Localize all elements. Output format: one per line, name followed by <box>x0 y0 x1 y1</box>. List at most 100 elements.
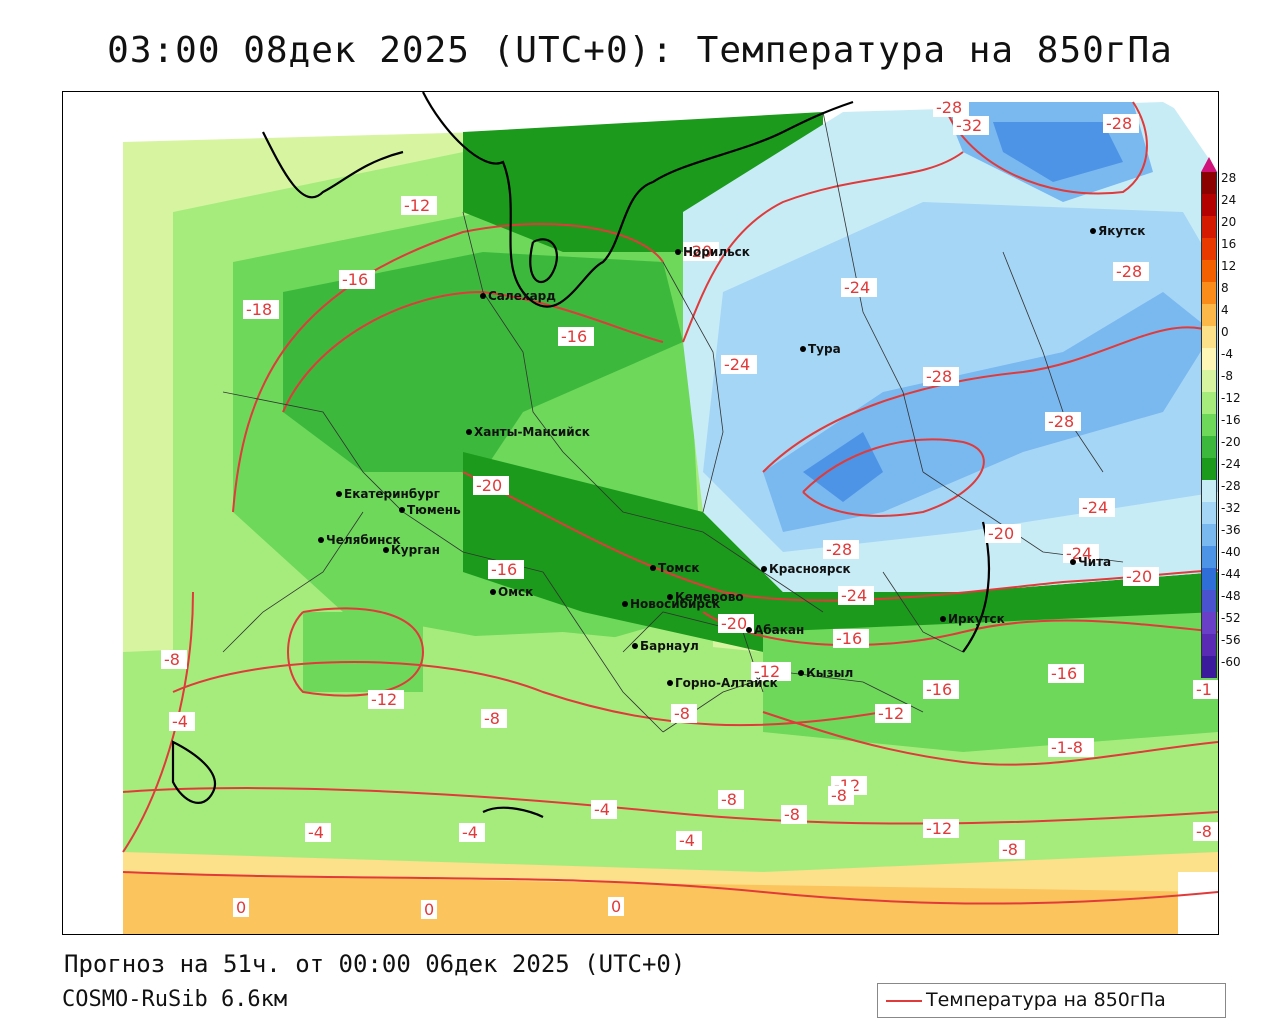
map-area[interactable]: -28 -32 -28 -12 -20 -16 -24 -28 -16 -18 -24 -28 -28-… <box>62 91 1219 935</box>
color-scale-cell <box>1201 414 1217 436</box>
isotherm-label-background <box>233 898 249 917</box>
color-scale-cell <box>1201 238 1217 260</box>
isotherm-label-background <box>953 116 989 135</box>
isotherm-label-background <box>683 242 719 261</box>
isotherm-label: -28 <box>1103 114 1139 133</box>
isotherm-label-background <box>676 831 702 850</box>
isotherm-label-background <box>401 196 437 215</box>
isotherm-label-text: -12 <box>754 662 780 681</box>
color-scale-tick-label: -52 <box>1221 611 1241 625</box>
color-scale-cell <box>1201 590 1217 612</box>
city-marker[interactable]: Томск <box>650 561 700 575</box>
city-marker[interactable]: Екатеринбург <box>336 487 440 501</box>
city-dot <box>466 429 472 435</box>
isotherm-label-text: -16 <box>926 680 952 699</box>
city-marker[interactable]: Омск <box>490 585 533 599</box>
isotherm-label-text: -4 <box>462 823 478 842</box>
city-marker[interactable]: Челябинск <box>318 533 401 547</box>
isotherm-label-background <box>421 900 437 919</box>
isotherm-label-text: -28 <box>1048 412 1074 431</box>
isotherm-label: -18 <box>243 300 279 319</box>
isotherm-label-text: -28 <box>926 367 952 386</box>
isotherm-label-text: -1-8 <box>1051 738 1083 757</box>
isotherm-label-text: -18 <box>246 300 272 319</box>
isotherm-label: -4 <box>459 823 485 842</box>
isotherm-label: -12 <box>923 819 959 838</box>
isotherm-label-text: -12 <box>404 196 430 215</box>
city-dot <box>1090 228 1096 234</box>
city-marker[interactable]: Чита <box>1070 555 1111 569</box>
map-canvas[interactable]: -28-32 -28-12-20-16 -24-28-16-18-24-28-28-… <box>63 92 1218 934</box>
city-label: Кемерово <box>675 590 744 604</box>
city-marker[interactable]: Ханты-Мансийск <box>466 425 590 439</box>
city-dot <box>675 249 681 255</box>
city-marker[interactable]: Тюмень <box>399 503 461 517</box>
color-scale-tick-label: -4 <box>1221 347 1233 361</box>
color-scale-tick-label: -20 <box>1221 435 1241 449</box>
city-marker[interactable]: Абакан <box>746 623 804 637</box>
isotherm-label: -8 <box>828 786 854 805</box>
isotherm-label-text: -24 <box>841 586 867 605</box>
city-dot <box>650 565 656 571</box>
color-scale-tick-label: -36 <box>1221 523 1241 537</box>
city-marker[interactable]: Барнаул <box>632 639 699 653</box>
isotherm-label-background <box>473 476 509 495</box>
city-marker[interactable]: Курган <box>383 543 440 557</box>
city-marker[interactable]: Норильск <box>675 245 750 259</box>
isotherm-label-text: -8 <box>1002 840 1018 859</box>
isotherm-label: -24 <box>721 355 757 374</box>
isotherm-label: -8 <box>1193 822 1218 841</box>
color-scale-tick-label: -8 <box>1221 369 1233 383</box>
isotherm-label-text: -8 <box>721 790 737 809</box>
isotherm-label-text: -8 <box>1196 822 1212 841</box>
city-label: Салехард <box>488 289 556 303</box>
city-marker[interactable]: Кызыл <box>798 666 853 680</box>
isotherm-label: -16 <box>1048 664 1084 683</box>
isotherm-label-background <box>923 819 959 838</box>
isotherm-label-group: -28-32 -28-12-20-16 -24-28-16-18-24-28-28-… <box>161 98 1218 919</box>
isotherm-label-background <box>488 560 524 579</box>
isotherm-label-background <box>368 690 404 709</box>
isotherm-label-background <box>481 709 507 728</box>
isotherm-label-background <box>243 300 279 319</box>
color-scale-tick-label: -28 <box>1221 479 1241 493</box>
isotherm-label-background <box>833 629 869 648</box>
isotherm-label-text: -20 <box>1126 567 1152 586</box>
isotherm-label-text: -24 <box>1066 544 1092 563</box>
isotherm-label-background <box>999 840 1025 859</box>
isotherm-label-text: -28 <box>1116 262 1142 281</box>
isotherm-label-background <box>608 897 624 916</box>
isotherm-label-background <box>1113 262 1149 281</box>
city-marker[interactable]: Горно-Алтайск <box>667 676 778 690</box>
color-scale-tick-label: -24 <box>1221 457 1241 471</box>
city-marker[interactable]: Салехард <box>480 289 556 303</box>
isotherm-label-text: -4 <box>172 712 188 731</box>
color-scale-tick-label: -32 <box>1221 501 1241 515</box>
city-label: Томск <box>658 561 700 575</box>
isotherm-label-background <box>459 823 485 842</box>
isotherm-label: -28 <box>1113 262 1149 281</box>
city-label: Абакан <box>754 623 804 637</box>
isotherm-label: -16 <box>833 629 869 648</box>
isotherm-label-background <box>933 98 969 117</box>
city-label: Горно-Алтайск <box>675 676 778 690</box>
isotherm-label-background <box>591 800 617 819</box>
city-marker[interactable]: Иркутск <box>940 612 1005 626</box>
color-scale-tick-label: -12 <box>1221 391 1241 405</box>
city-marker[interactable]: Якутск <box>1090 224 1145 238</box>
isotherm-label-text: -12 <box>878 704 904 723</box>
isotherm-label-text: -4 <box>594 800 610 819</box>
city-marker[interactable]: Тура <box>800 342 841 356</box>
city-marker[interactable]: Новосибирск <box>622 597 720 611</box>
city-marker[interactable]: Кемерово <box>667 590 744 604</box>
color-scale-cell <box>1201 612 1217 634</box>
isotherm-label: -20 <box>683 242 719 261</box>
color-scale-cell <box>1201 194 1217 216</box>
isotherm-label-background <box>1193 822 1218 841</box>
isotherm-label-text: 0 <box>236 898 246 917</box>
isotherm-label-text: -28 <box>1106 114 1132 133</box>
city-label: Норильск <box>683 245 750 259</box>
isotherm-label: 0 <box>233 898 249 917</box>
isotherm-label-text: -24 <box>844 278 870 297</box>
city-marker[interactable]: Красноярск <box>761 562 851 576</box>
